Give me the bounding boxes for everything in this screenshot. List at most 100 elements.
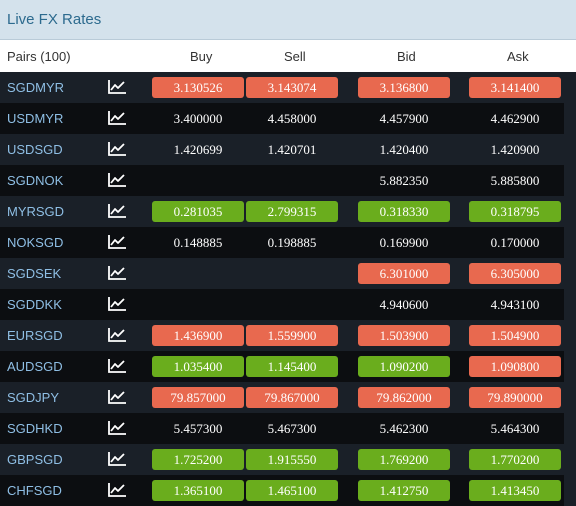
line-chart-icon[interactable] (107, 296, 127, 312)
bid-value[interactable]: 0.169900 (379, 235, 429, 250)
sell-value[interactable]: 2.799315 (246, 201, 338, 222)
bid-value[interactable]: 1.090200 (358, 356, 450, 377)
header-ask[interactable]: Ask (507, 49, 529, 64)
table-row[interactable]: SGDDKK 4.940600 4.943100 (0, 289, 576, 320)
bid-value[interactable]: 1.503900 (358, 325, 450, 346)
ask-value[interactable]: 1.770200 (469, 449, 561, 470)
line-chart-icon[interactable] (107, 172, 127, 188)
ask-value[interactable]: 6.305000 (469, 263, 561, 284)
pair-link[interactable]: SGDSEK (7, 266, 62, 281)
buy-value[interactable]: 1.725200 (152, 449, 244, 470)
table-row[interactable]: AUDSGD 1.035400 1.145400 1.090200 1.090800 (0, 351, 576, 382)
line-chart-icon[interactable] (107, 482, 127, 498)
bid-value[interactable]: 0.318330 (358, 201, 450, 222)
ask-value[interactable]: 5.885800 (490, 173, 540, 188)
line-chart-icon[interactable] (107, 141, 127, 157)
line-chart-icon[interactable] (107, 420, 127, 436)
sell-value[interactable]: 0.198885 (267, 235, 317, 250)
bid-value[interactable]: 4.457900 (379, 111, 429, 126)
bid-value[interactable]: 1.420400 (379, 142, 429, 157)
sell-value[interactable]: 1.145400 (246, 356, 338, 377)
pair-link[interactable]: MYRSGD (7, 204, 65, 219)
table-row[interactable]: GBPSGD 1.725200 1.915550 1.769200 1.770200 (0, 444, 576, 475)
ask-value[interactable]: 1.413450 (469, 480, 561, 501)
pair-link[interactable]: EURSGD (7, 328, 63, 343)
table-row[interactable]: SGDJPY 79.857000 79.867000 79.862000 79.8900… (0, 382, 576, 413)
bid-value[interactable]: 79.862000 (358, 387, 450, 408)
ask-value[interactable]: 5.464300 (490, 421, 540, 436)
buy-value[interactable]: 5.457300 (173, 421, 223, 436)
bid-value[interactable]: 1.769200 (358, 449, 450, 470)
buy-value[interactable]: 0.281035 (152, 201, 244, 222)
buy-value[interactable]: 3.130526 (152, 77, 244, 98)
ask-value[interactable]: 4.943100 (490, 297, 540, 312)
line-chart-icon[interactable] (107, 265, 127, 281)
header-sell[interactable]: Sell (284, 49, 306, 64)
buy-value[interactable]: 0.148885 (173, 235, 223, 250)
sell-value[interactable]: 79.867000 (246, 387, 338, 408)
pair-link[interactable]: CHFSGD (7, 483, 62, 498)
table-row[interactable]: USDMYR 3.400000 4.458000 4.457900 4.462900 (0, 103, 576, 134)
buy-value[interactable]: 79.857000 (152, 387, 244, 408)
bid-value[interactable]: 6.301000 (358, 263, 450, 284)
line-chart-icon[interactable] (107, 327, 127, 343)
header-buy[interactable]: Buy (190, 49, 213, 64)
line-chart-icon[interactable] (107, 389, 127, 405)
buy-value[interactable]: 3.400000 (173, 111, 223, 126)
sell-value[interactable]: 5.467300 (267, 421, 317, 436)
ask-value[interactable]: 1.090800 (469, 356, 561, 377)
sell-value[interactable]: 1.559900 (246, 325, 338, 346)
sell-value[interactable]: 1.420701 (267, 142, 317, 157)
ask-value[interactable]: 1.420900 (490, 142, 540, 157)
table-row[interactable]: MYRSGD 0.281035 2.799315 0.318330 0.318795 (0, 196, 576, 227)
ask-value[interactable]: 4.462900 (490, 111, 540, 126)
line-chart-icon[interactable] (107, 203, 127, 219)
ask-value[interactable]: 0.318795 (469, 201, 561, 222)
sell-value[interactable]: 1.915550 (246, 449, 338, 470)
ask-value[interactable]: 1.504900 (469, 325, 561, 346)
buy-value[interactable]: 1.436900 (152, 325, 244, 346)
line-chart-icon[interactable] (107, 110, 127, 126)
line-chart-icon[interactable] (107, 358, 127, 374)
table-row[interactable]: SGDHKD 5.457300 5.467300 5.462300 5.464300 (0, 413, 576, 444)
pair-link[interactable]: GBPSGD (7, 452, 63, 467)
table-row[interactable]: SGDSEK 6.301000 6.305000 (0, 258, 576, 289)
pair-link[interactable]: USDMYR (7, 111, 64, 126)
line-chart-icon[interactable] (107, 234, 127, 250)
row-edge-strip (564, 444, 576, 475)
column-header-row: Pairs (100) Buy Sell Bid Ask (0, 40, 576, 72)
pair-link[interactable]: NOKSGD (7, 235, 64, 250)
ask-value[interactable]: 3.141400 (469, 77, 561, 98)
bid-value[interactable]: 5.882350 (379, 173, 429, 188)
table-row[interactable]: SGDMYR 3.130526 3.143074 3.136800 3.141400 (0, 72, 576, 103)
buy-value[interactable]: 1.365100 (152, 480, 244, 501)
pair-link[interactable]: USDSGD (7, 142, 63, 157)
table-row[interactable]: CHFSGD 1.365100 1.465100 1.412750 1.413450 (0, 475, 576, 506)
bid-value[interactable]: 1.412750 (358, 480, 450, 501)
sell-value[interactable]: 1.465100 (246, 480, 338, 501)
bid-value[interactable]: 4.940600 (379, 297, 429, 312)
bid-value[interactable]: 5.462300 (379, 421, 429, 436)
pair-link[interactable]: SGDDKK (7, 297, 62, 312)
table-row[interactable]: SGDNOK 5.882350 5.885800 (0, 165, 576, 196)
pair-link[interactable]: SGDNOK (7, 173, 64, 188)
sell-value[interactable]: 3.143074 (246, 77, 338, 98)
pair-link[interactable]: SGDJPY (7, 390, 60, 405)
rates-table-body: SGDMYR 3.130526 3.143074 3.136800 3.141400 US… (0, 72, 576, 506)
ask-value[interactable]: 79.890000 (469, 387, 561, 408)
bid-value[interactable]: 3.136800 (358, 77, 450, 98)
header-bid[interactable]: Bid (397, 49, 416, 64)
table-row[interactable]: EURSGD 1.436900 1.559900 1.503900 1.504900 (0, 320, 576, 351)
pair-link[interactable]: SGDHKD (7, 421, 63, 436)
pair-link[interactable]: AUDSGD (7, 359, 63, 374)
header-pairs[interactable]: Pairs (100) (7, 49, 71, 64)
line-chart-icon[interactable] (107, 451, 127, 467)
pair-link[interactable]: SGDMYR (7, 80, 65, 95)
sell-value[interactable]: 4.458000 (267, 111, 317, 126)
table-row[interactable]: NOKSGD 0.148885 0.198885 0.169900 0.170000 (0, 227, 576, 258)
buy-value[interactable]: 1.420699 (173, 142, 223, 157)
buy-value[interactable]: 1.035400 (152, 356, 244, 377)
ask-value[interactable]: 0.170000 (490, 235, 540, 250)
table-row[interactable]: USDSGD 1.420699 1.420701 1.420400 1.420900 (0, 134, 576, 165)
line-chart-icon[interactable] (107, 79, 127, 95)
